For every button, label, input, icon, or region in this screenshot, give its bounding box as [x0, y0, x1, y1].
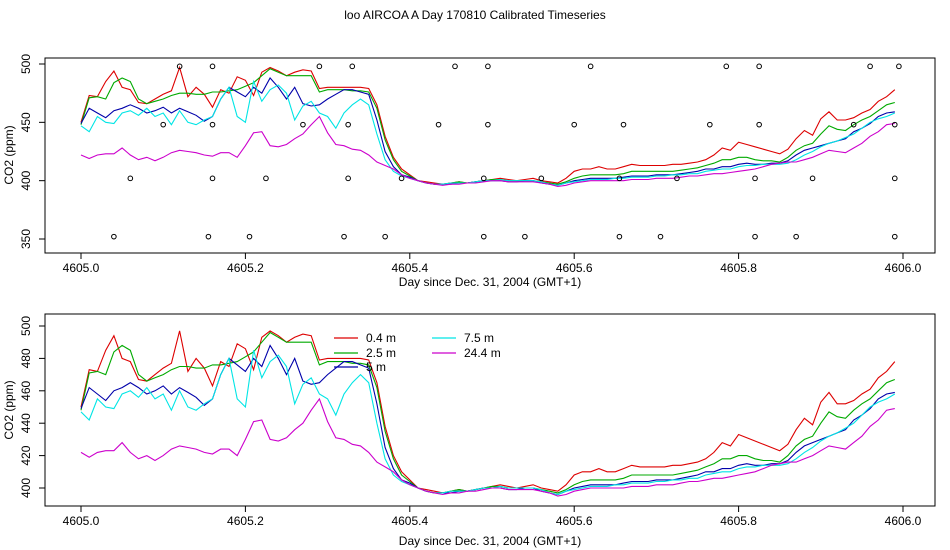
y-tick-label: 480: [19, 348, 33, 368]
x-tick-label: 4605.4: [391, 261, 428, 275]
scatter-point: [756, 121, 762, 128]
scatter-point: [571, 121, 578, 128]
x-tick-label: 4605.4: [391, 514, 428, 528]
lower-y-axis: 400 420 440 460 480 500: [19, 316, 45, 498]
y-tick-label: 400: [19, 478, 33, 498]
y-tick-label: 450: [19, 112, 33, 132]
scatter-point: [756, 63, 762, 70]
lower-series-group: [80, 330, 896, 497]
scatter-point: [398, 175, 405, 182]
scatter-point: [209, 175, 216, 182]
scatter-point: [538, 175, 545, 182]
scatter-point: [345, 121, 351, 128]
scatter-point: [435, 121, 442, 128]
scatter-point: [263, 175, 269, 182]
x-tick-label: 4605.2: [227, 261, 264, 275]
legend-label: 24.4 m: [464, 346, 501, 360]
chart-legend: 0.4 m2.5 m5 m 7.5 m24.4 m: [334, 331, 501, 374]
scatter-point: [205, 233, 212, 240]
legend-label: 5 m: [366, 360, 386, 374]
scatter-point: [485, 121, 491, 128]
scatter-point: [480, 175, 487, 182]
scatter-point: [809, 175, 816, 182]
upper-plot-frame: [44, 57, 936, 254]
legend-label: 7.5 m: [464, 331, 494, 345]
y-tick-label: 350: [19, 229, 33, 249]
upper-y-axis-label: CO2 (ppm): [2, 125, 16, 184]
lower-x-axis: 4605.0 4605.2 4605.4 4605.6 4605.8 4606.0: [63, 506, 922, 528]
scatter-point: [300, 121, 306, 128]
scatter-point: [850, 121, 857, 128]
scatter-point: [345, 175, 351, 182]
series-line-24-4-m: [80, 115, 895, 188]
scatter-point: [382, 233, 388, 240]
lower-plot-frame: [44, 313, 936, 507]
scatter-point: [316, 63, 323, 70]
scatter-point: [209, 121, 216, 128]
lower-panel: 4605.0 4605.2 4605.4 4605.6 4605.8 4606.0 400…: [2, 313, 936, 548]
legend-label: 2.5 m: [366, 346, 396, 360]
scatter-point: [891, 233, 898, 240]
x-tick-label: 4606.0: [885, 514, 922, 528]
x-tick-label: 4605.0: [63, 514, 100, 528]
upper-panel: 4605.0 4605.2 4605.4 4605.6 4605.8 4606.0 350…: [2, 54, 936, 289]
scatter-point: [587, 63, 594, 70]
scatter-point: [707, 121, 713, 128]
scatter-point: [657, 233, 664, 240]
series-line-7-5-m: [80, 79, 896, 186]
scatter-point: [620, 121, 627, 128]
x-tick-label: 4605.8: [720, 261, 757, 275]
scatter-point: [616, 233, 623, 240]
scatter-point: [160, 121, 166, 128]
y-tick-label: 400: [19, 170, 33, 190]
lower-x-axis-label: Day since Dec. 31, 2004 (GMT+1): [399, 534, 581, 548]
scatter-point: [896, 63, 902, 70]
legend-label: 0.4 m: [366, 331, 396, 345]
scatter-point: [616, 175, 623, 182]
series-line-7-5-m: [80, 350, 896, 496]
scatter-point: [752, 233, 758, 240]
scatter-point: [867, 63, 873, 70]
scatter-point: [349, 63, 356, 70]
scatter-point: [176, 63, 183, 70]
scatter-point: [891, 175, 898, 182]
scatter-point: [111, 233, 117, 240]
y-tick-label: 460: [19, 380, 33, 400]
scatter-point: [752, 175, 758, 182]
scatter-point: [891, 121, 898, 128]
scatter-point: [793, 233, 799, 240]
scatter-point: [127, 175, 134, 182]
x-tick-label: 4605.2: [227, 514, 264, 528]
scatter-point: [341, 233, 347, 240]
scatter-point: [485, 63, 491, 70]
scatter-point: [522, 233, 528, 240]
scatter-point: [723, 63, 730, 70]
upper-x-axis: 4605.0 4605.2 4605.4 4605.6 4605.8 4606.0: [63, 253, 922, 275]
series-line-24-4-m: [80, 397, 895, 497]
y-tick-label: 500: [19, 54, 33, 74]
scatter-point: [480, 233, 487, 240]
x-tick-label: 4605.6: [556, 261, 593, 275]
x-tick-label: 4605.0: [63, 261, 100, 275]
upper-y-axis: 350 400 450 500: [19, 54, 45, 249]
upper-series-group: [80, 65, 896, 188]
upper-scatter-group: [111, 63, 902, 240]
x-tick-label: 4605.8: [720, 514, 757, 528]
scatter-point: [452, 63, 458, 70]
series-line-2-5-m: [80, 68, 895, 185]
lower-y-axis-label: CO2 (ppm): [2, 380, 16, 439]
scatter-point: [674, 175, 680, 182]
scatter-point: [246, 233, 253, 240]
series-line-0-4-m: [80, 65, 896, 185]
series-line-2-5-m: [80, 331, 895, 494]
y-tick-label: 440: [19, 413, 33, 433]
y-tick-label: 420: [19, 445, 33, 465]
y-tick-label: 500: [19, 316, 33, 336]
chart-title: loo AIRCOA A Day 170810 Calibrated Times…: [344, 8, 605, 22]
scatter-point: [209, 63, 216, 70]
x-tick-label: 4606.0: [885, 261, 922, 275]
x-tick-label: 4605.6: [556, 514, 593, 528]
upper-x-axis-label: Day since Dec. 31, 2004 (GMT+1): [399, 275, 581, 289]
